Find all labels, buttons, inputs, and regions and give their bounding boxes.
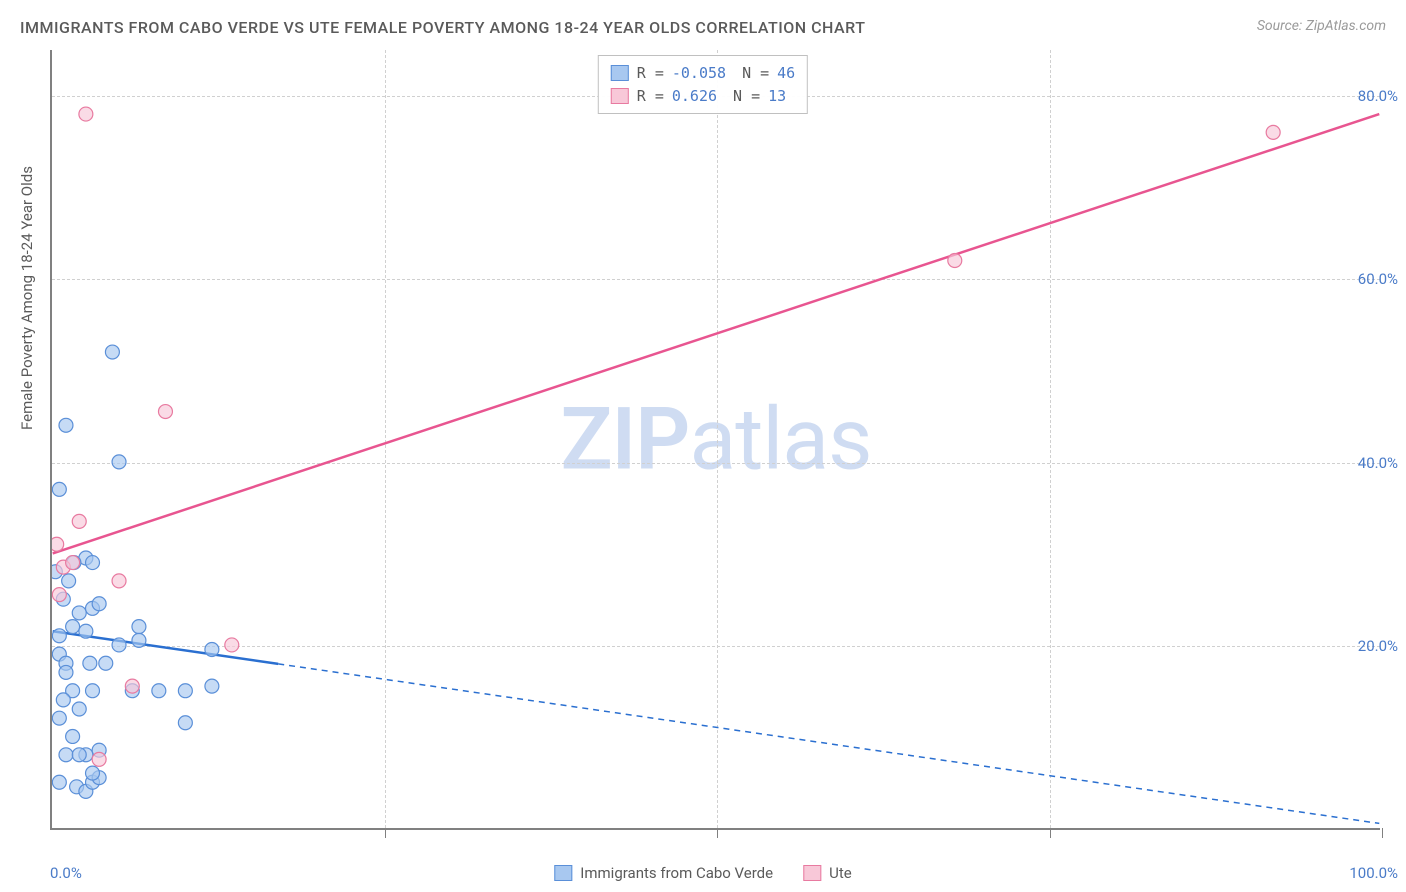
chart-container: IMMIGRANTS FROM CABO VERDE VS UTE FEMALE… <box>0 0 1406 892</box>
legend-swatch-blue <box>554 865 572 881</box>
legend-series: Immigrants from Cabo Verde Ute <box>554 864 851 882</box>
n-label: N = <box>742 62 769 85</box>
r-label: R = <box>637 62 664 85</box>
chart-title: IMMIGRANTS FROM CABO VERDE VS UTE FEMALE… <box>20 18 865 37</box>
legend-stats-row-1: R = -0.058 N = 46 <box>611 62 795 85</box>
legend-series-item-2: Ute <box>803 864 852 882</box>
legend-swatch-blue <box>611 65 629 81</box>
source-attribution: Source: ZipAtlas.com <box>1257 18 1386 34</box>
legend-stats-row-2: R = 0.626 N = 13 <box>611 85 795 108</box>
r-value-1: -0.058 <box>672 62 726 85</box>
n-value-2: 13 <box>768 85 786 108</box>
n-label: N = <box>733 85 760 108</box>
r-label: R = <box>637 85 664 108</box>
y-axis-label: Female Poverty Among 18-24 Year Olds <box>18 166 36 430</box>
plot-area: ZIPatlas <box>50 50 1380 830</box>
n-value-1: 46 <box>777 62 795 85</box>
legend-stats: R = -0.058 N = 46 R = 0.626 N = 13 <box>598 55 808 114</box>
chart-svg <box>52 50 1380 828</box>
x-tick-label: 100.0% <box>1349 864 1398 882</box>
r-value-2: 0.626 <box>672 85 717 108</box>
series-name-1: Immigrants from Cabo Verde <box>580 864 773 882</box>
series-name-2: Ute <box>829 864 852 882</box>
legend-series-item-1: Immigrants from Cabo Verde <box>554 864 773 882</box>
legend-swatch-pink <box>611 88 629 104</box>
legend-swatch-pink <box>803 865 821 881</box>
x-tick-label: 0.0% <box>50 864 82 882</box>
